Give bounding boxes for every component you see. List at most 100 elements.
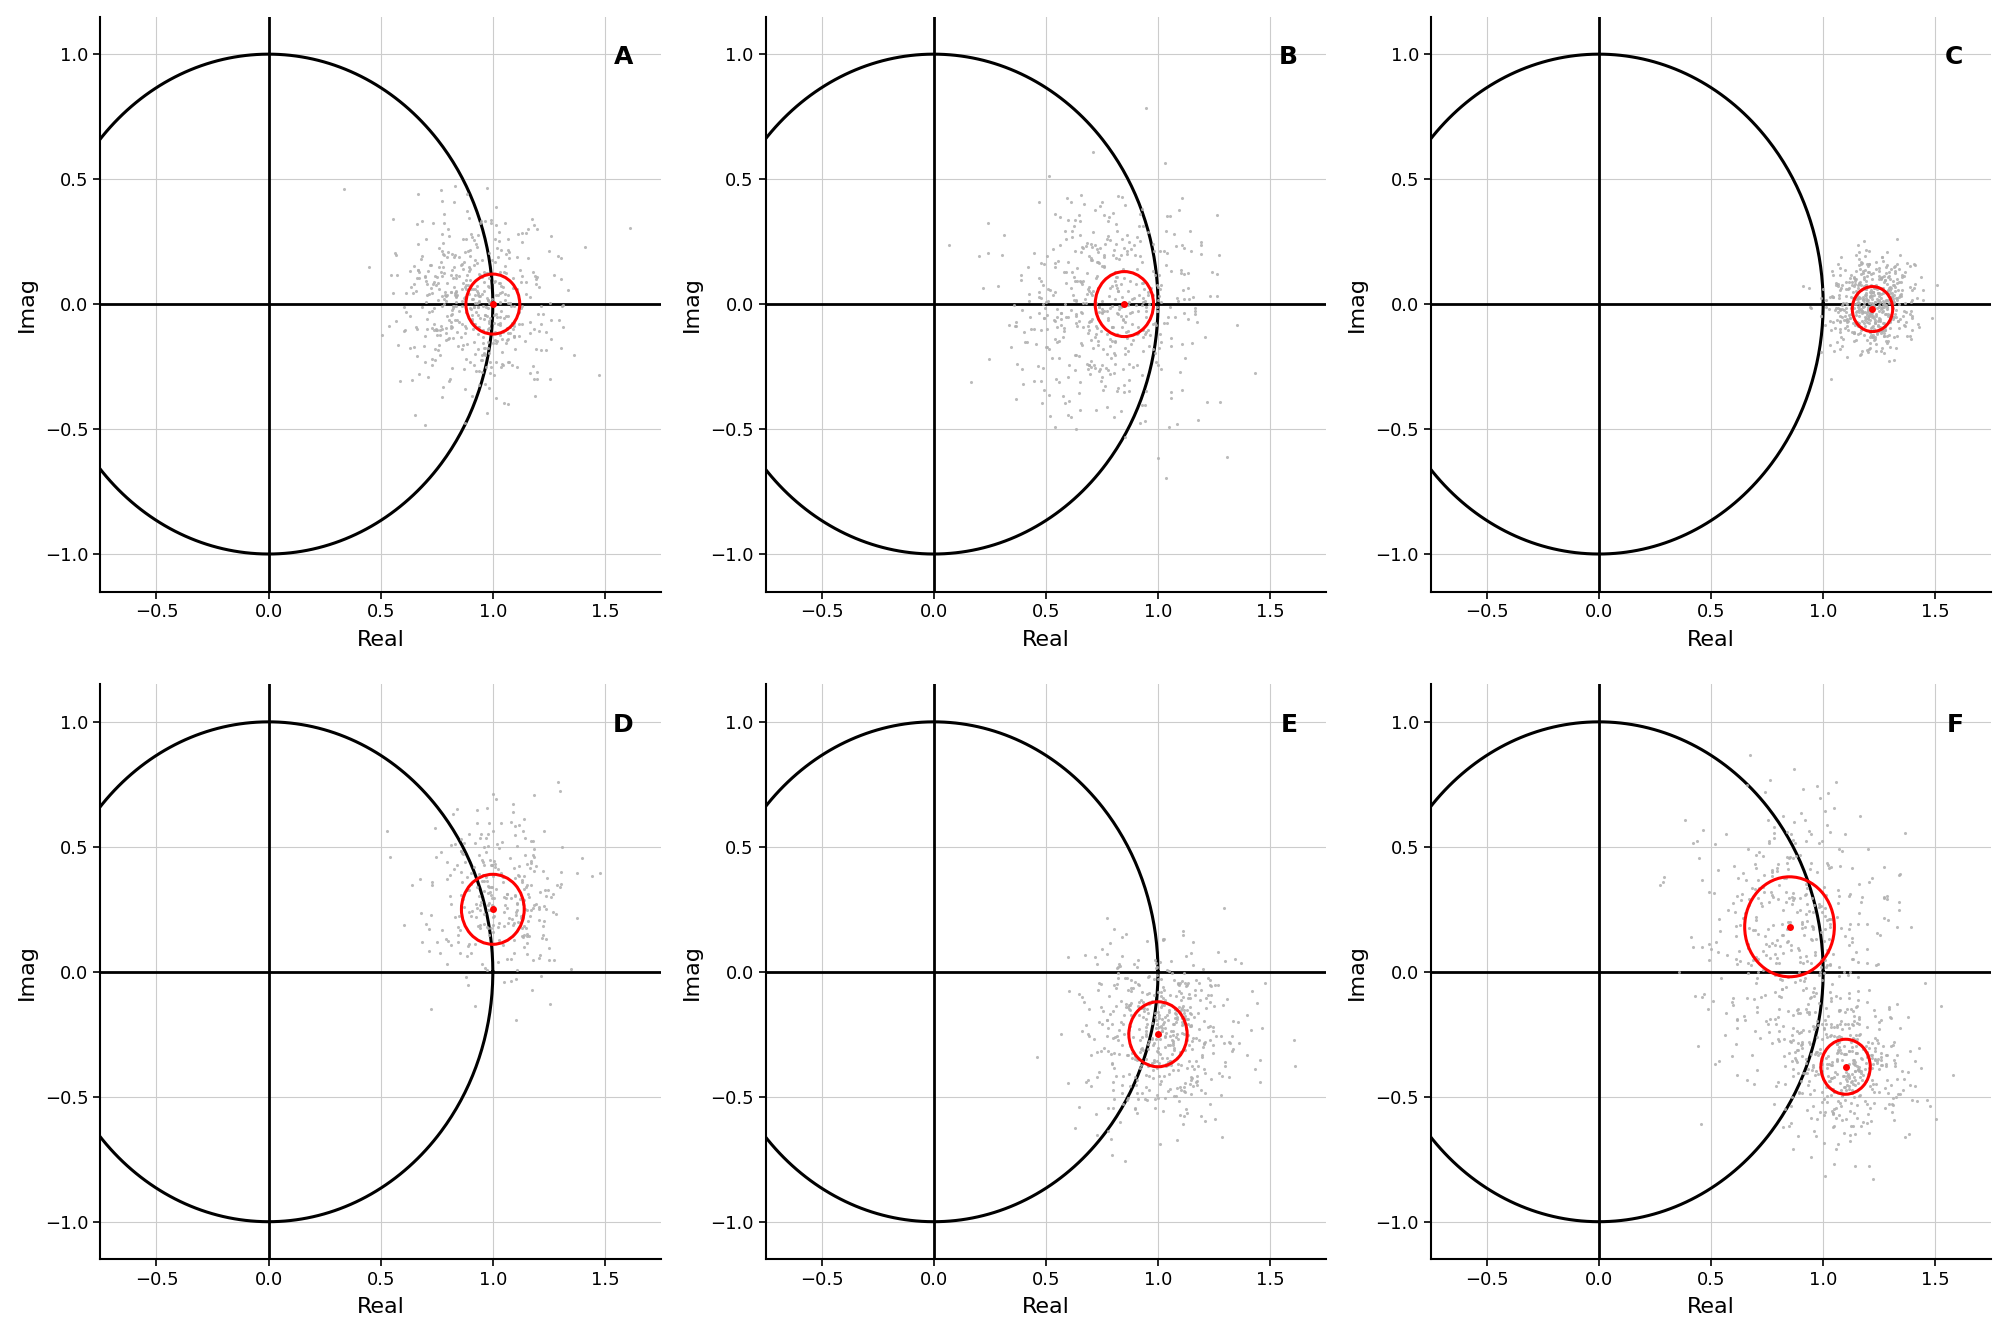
Point: [1766, 1046, 1798, 1067]
Point: [1899, 273, 1931, 295]
Point: [1808, 930, 1840, 951]
Point: [1895, 305, 1927, 327]
Point: [1794, 986, 1826, 1007]
Point: [446, 253, 478, 275]
Point: [1834, 1063, 1867, 1085]
Point: [1862, 308, 1895, 329]
Point: [478, 271, 510, 292]
Point: [1152, 416, 1184, 438]
Point: [1098, 363, 1130, 384]
Point: [1074, 311, 1106, 332]
Point: [1096, 1098, 1128, 1119]
Point: [1168, 1081, 1200, 1102]
Point: [1090, 907, 1122, 928]
Point: [1108, 382, 1140, 403]
Point: [421, 267, 454, 288]
Point: [480, 228, 512, 249]
Point: [1142, 1087, 1174, 1109]
Point: [1790, 892, 1822, 914]
Point: [1088, 256, 1120, 277]
Point: [1188, 1031, 1220, 1053]
Point: [468, 332, 500, 354]
Point: [1850, 1017, 1883, 1038]
Point: [1850, 276, 1883, 297]
Point: [1844, 1061, 1877, 1082]
Point: [436, 316, 468, 338]
Point: [995, 336, 1028, 358]
Point: [1854, 288, 1887, 309]
Point: [434, 309, 466, 331]
Point: [1730, 775, 1762, 796]
Point: [438, 247, 470, 268]
Point: [1770, 930, 1802, 951]
Point: [1852, 253, 1885, 275]
Text: F: F: [1945, 714, 1963, 738]
Point: [971, 212, 1004, 233]
Point: [1722, 914, 1754, 935]
Point: [532, 241, 564, 263]
Point: [1832, 1025, 1865, 1046]
Point: [476, 332, 508, 354]
Point: [1120, 273, 1152, 295]
Point: [1090, 1010, 1122, 1031]
Point: [1842, 259, 1875, 280]
Point: [387, 296, 419, 317]
Point: [1788, 884, 1820, 906]
Point: [1738, 1021, 1770, 1042]
Point: [1822, 999, 1854, 1021]
Point: [522, 303, 554, 324]
Point: [1840, 277, 1873, 299]
Point: [1848, 245, 1881, 267]
Point: [415, 317, 448, 339]
Point: [1822, 284, 1854, 305]
Point: [1865, 319, 1897, 340]
Point: [1877, 305, 1909, 327]
Point: [480, 196, 512, 217]
Point: [1862, 1058, 1895, 1079]
Point: [458, 288, 490, 309]
Point: [1778, 1050, 1810, 1071]
Point: [544, 874, 576, 895]
Point: [1178, 303, 1210, 324]
Point: [1098, 1071, 1130, 1093]
Point: [1871, 241, 1903, 263]
Point: [1054, 277, 1086, 299]
Point: [1850, 1042, 1883, 1063]
Point: [1814, 368, 1846, 390]
Point: [1862, 289, 1895, 311]
Point: [1148, 152, 1180, 173]
Point: [1824, 277, 1856, 299]
Point: [1092, 986, 1124, 1007]
Point: [1832, 1079, 1865, 1101]
Point: [429, 284, 462, 305]
Point: [1160, 1027, 1192, 1049]
Point: [1842, 1057, 1875, 1078]
Point: [492, 351, 524, 372]
Point: [1848, 277, 1881, 299]
Point: [468, 296, 500, 317]
Point: [1854, 285, 1887, 307]
Point: [436, 803, 468, 824]
Point: [1158, 1037, 1190, 1058]
Point: [1062, 311, 1094, 332]
Point: [1856, 281, 1889, 303]
Point: [403, 868, 436, 890]
Point: [476, 854, 508, 875]
Point: [490, 317, 522, 339]
Point: [444, 300, 476, 321]
Point: [470, 828, 502, 850]
Point: [1154, 328, 1186, 350]
Point: [1877, 284, 1909, 305]
Point: [425, 224, 458, 245]
Point: [506, 916, 538, 938]
Point: [1806, 1087, 1838, 1109]
Point: [1854, 281, 1887, 303]
Point: [1210, 447, 1242, 468]
Point: [1132, 221, 1164, 243]
Point: [1154, 260, 1186, 281]
Point: [454, 245, 486, 267]
Point: [1820, 907, 1852, 928]
Point: [1764, 978, 1796, 999]
Point: [1142, 1007, 1174, 1029]
Point: [1078, 295, 1110, 316]
